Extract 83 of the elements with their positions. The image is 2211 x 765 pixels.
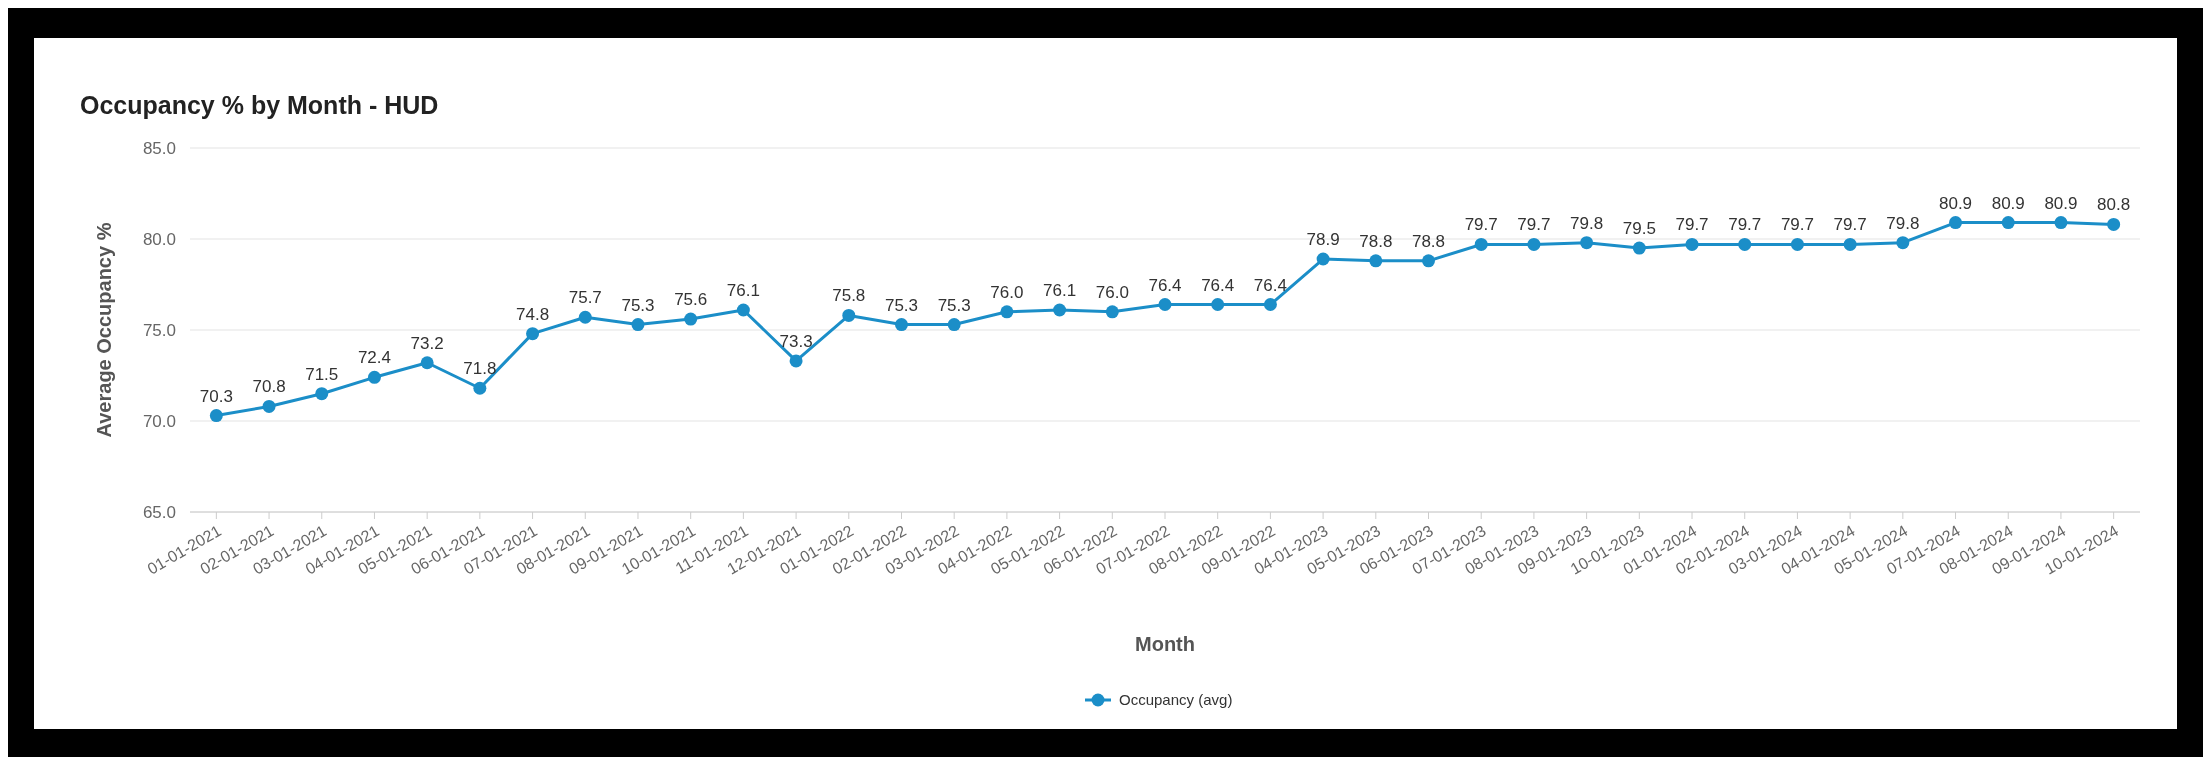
point [473, 381, 487, 395]
legend-label: Occupancy (avg) [1119, 691, 1233, 708]
data-label: 80.8 [2097, 195, 2131, 215]
data-label: 78.8 [1359, 231, 1393, 251]
data-label: 71.8 [463, 359, 497, 379]
data-label: 75.3 [937, 295, 971, 315]
data-label: 74.8 [516, 304, 550, 324]
point [2107, 217, 2121, 231]
point [1790, 237, 1804, 251]
point [1474, 237, 1488, 251]
y-tick-label: 85.0 [142, 139, 176, 158]
data-label: 76.0 [990, 282, 1024, 302]
point [1053, 303, 1067, 317]
point [894, 318, 908, 332]
data-label: 72.4 [357, 348, 392, 368]
data-label: 76.4 [1253, 275, 1287, 295]
point [1527, 237, 1541, 251]
point [1422, 254, 1436, 268]
point [209, 409, 223, 423]
y-tick-label: 65.0 [142, 503, 176, 522]
data-label: 76.4 [1201, 275, 1235, 295]
point [1632, 241, 1646, 255]
point [1896, 236, 1910, 250]
point [1158, 298, 1172, 312]
y-tick-label: 70.0 [142, 412, 176, 431]
point [1000, 305, 1014, 319]
data-label: 75.6 [674, 290, 708, 310]
point [1105, 305, 1119, 319]
data-label: 76.4 [1148, 275, 1182, 295]
y-tick-label: 80.0 [142, 230, 176, 249]
data-label: 76.0 [1095, 282, 1129, 302]
chart-title: Occupancy % by Month - HUD [80, 91, 439, 119]
point [789, 354, 803, 368]
point [631, 318, 645, 332]
data-label: 79.7 [1675, 215, 1709, 235]
point [947, 318, 961, 332]
data-label: 78.9 [1306, 230, 1340, 250]
data-label: 75.7 [568, 288, 602, 308]
point [1369, 254, 1383, 268]
point [2001, 216, 2015, 230]
point [262, 399, 276, 413]
point [736, 303, 750, 317]
data-label: 79.7 [1517, 215, 1551, 235]
x-axis-title: Month [1135, 633, 1195, 655]
point [684, 312, 698, 326]
point [1263, 298, 1277, 312]
point [315, 387, 329, 401]
data-label: 70.3 [199, 386, 233, 406]
data-label: 80.9 [1991, 193, 2025, 213]
point [1843, 237, 1857, 251]
data-label: 73.3 [779, 331, 813, 351]
data-label: 71.5 [305, 364, 339, 384]
point [2054, 216, 2068, 230]
data-label: 79.7 [1780, 215, 1814, 235]
point [1949, 216, 1963, 230]
point [1580, 236, 1594, 250]
data-label: 79.7 [1833, 215, 1867, 235]
point [842, 308, 856, 322]
point [1685, 237, 1699, 251]
data-label: 79.7 [1728, 215, 1762, 235]
point [526, 327, 540, 341]
data-label: 76.1 [1043, 280, 1077, 300]
data-label: 79.8 [1570, 213, 1604, 233]
y-axis-title: Average Occupancy % [93, 222, 115, 438]
data-label: 75.8 [832, 286, 866, 306]
data-label: 76.1 [726, 280, 760, 300]
data-label: 70.8 [252, 377, 286, 397]
y-tick-label: 75.0 [142, 321, 176, 340]
data-label: 80.9 [2044, 193, 2078, 213]
data-label: 79.8 [1886, 213, 1920, 233]
point [1738, 237, 1752, 251]
data-label: 80.9 [1938, 193, 1973, 213]
point [1316, 252, 1330, 266]
data-label: 75.3 [621, 295, 655, 315]
data-label: 73.2 [410, 333, 444, 353]
data-label: 79.7 [1464, 215, 1498, 235]
data-label: 75.3 [884, 295, 919, 315]
point [1211, 298, 1225, 312]
point [420, 356, 434, 370]
point [367, 370, 381, 384]
point [578, 310, 592, 324]
data-label: 78.8 [1411, 231, 1446, 251]
data-label: 79.5 [1622, 219, 1656, 239]
